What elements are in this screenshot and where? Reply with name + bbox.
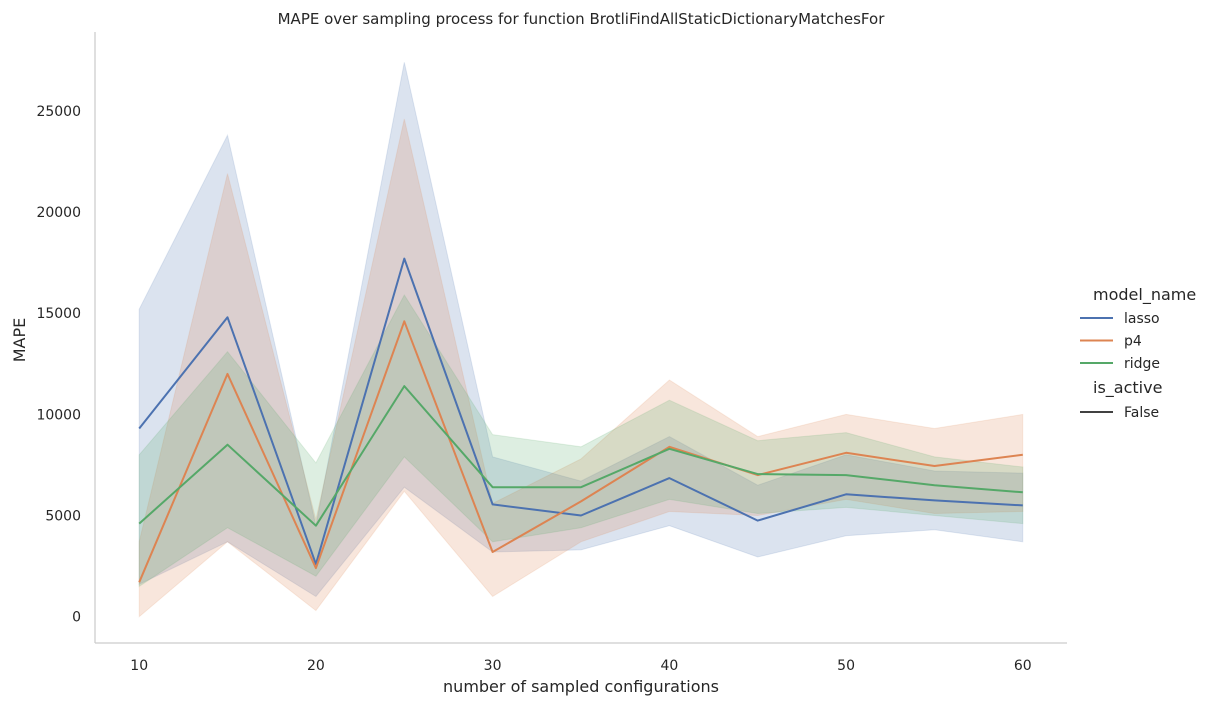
band-lasso (138, 62, 1024, 598)
legend-label-p4: p4 (1124, 334, 1142, 350)
chart-title: MAPE over sampling process for function … (278, 10, 886, 28)
legend-label-lasso: lasso (1124, 311, 1160, 327)
legend: model_name lasso p4 ridge is_active False (1080, 285, 1196, 421)
y-tick-0: 0 (72, 610, 81, 626)
legend-title-is-active: is_active (1093, 378, 1162, 398)
y-axis-label: MAPE (10, 318, 29, 363)
x-tick-60: 60 (1014, 658, 1032, 674)
x-tick-20: 20 (307, 658, 325, 674)
line-p4 (138, 320, 1023, 583)
x-tick-30: 30 (484, 658, 502, 674)
band-p4 (138, 118, 1024, 618)
x-axis-label: number of sampled configurations (443, 677, 719, 696)
x-tick-40: 40 (660, 658, 678, 674)
y-tick-10000: 10000 (36, 407, 81, 423)
legend-label-false: False (1124, 405, 1159, 421)
y-tick-15000: 15000 (36, 306, 81, 322)
x-tick-10: 10 (130, 658, 148, 674)
y-tick-5000: 5000 (45, 509, 81, 525)
line-lasso (138, 257, 1023, 566)
confidence-bands (138, 62, 1024, 618)
line-ridge (138, 385, 1023, 527)
series-lines (138, 257, 1023, 583)
y-tick-20000: 20000 (36, 205, 81, 221)
band-ridge (138, 294, 1024, 588)
x-tick-labels: 10 20 30 40 50 60 (130, 658, 1031, 674)
legend-label-ridge: ridge (1124, 356, 1160, 372)
y-tick-25000: 25000 (36, 104, 81, 120)
legend-title-model-name: model_name (1093, 285, 1196, 305)
y-tick-labels: 0 5000 10000 15000 20000 25000 (36, 104, 81, 626)
x-tick-50: 50 (837, 658, 855, 674)
legend-entries: lasso p4 ridge (1080, 311, 1160, 372)
